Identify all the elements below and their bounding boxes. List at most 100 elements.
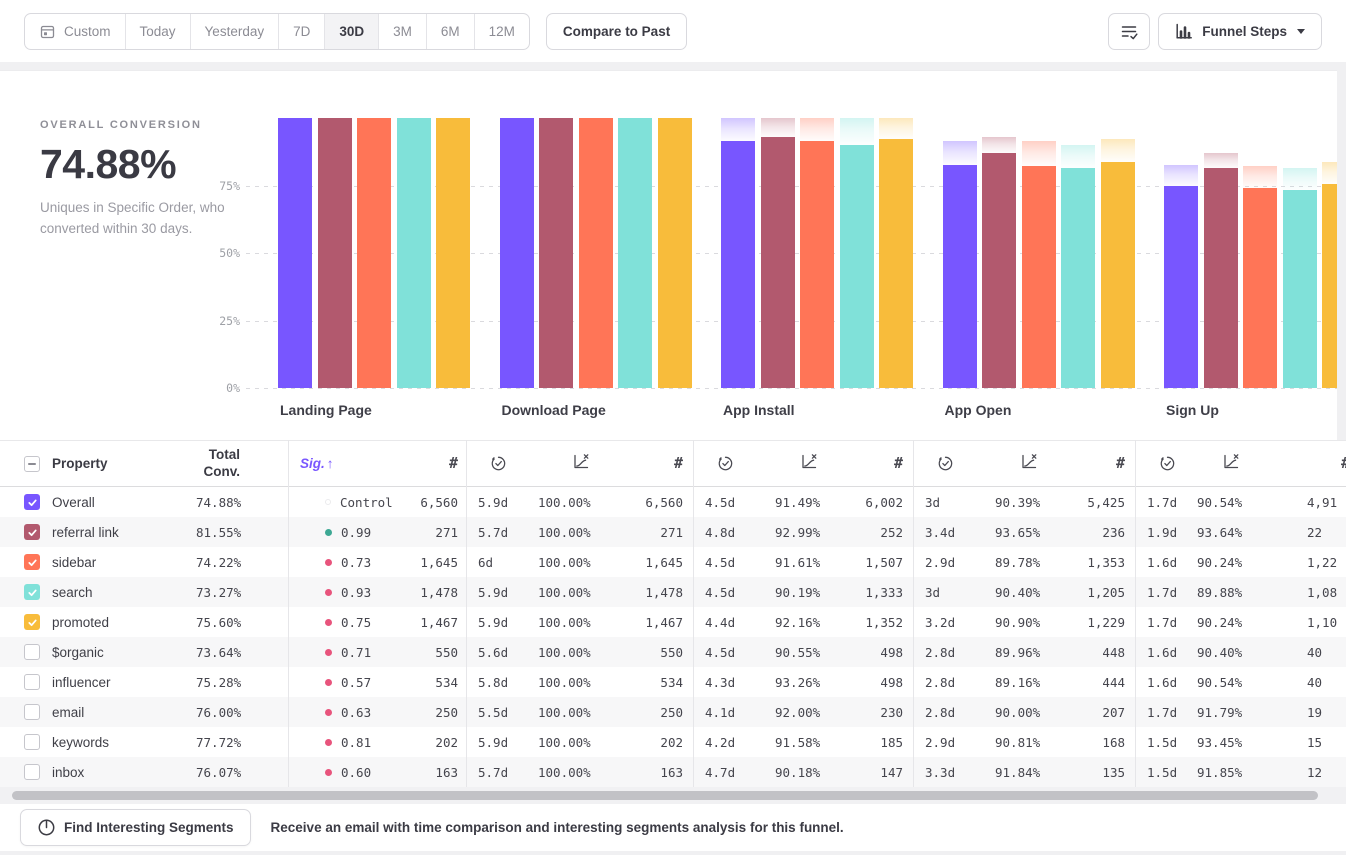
- chart-plot-area: 75% 50% 25% 0%: [0, 71, 1337, 440]
- funnel-bar[interactable]: [721, 118, 755, 388]
- funnel-step-group: [1164, 118, 1337, 388]
- previous-step-ghost-cap: [839, 118, 874, 145]
- step4-time-to-convert: 2.8d: [925, 674, 956, 690]
- funnel-bar[interactable]: [657, 118, 692, 388]
- time-to-convert-column-header: [913, 455, 995, 472]
- funnel-bar[interactable]: [357, 118, 391, 388]
- range-30d[interactable]: 30D: [325, 13, 380, 49]
- total-conversion-value: 73.64%: [196, 644, 242, 660]
- funnel-bar-fill: [539, 118, 573, 388]
- property-checkbox[interactable]: [24, 734, 40, 750]
- funnel-bar[interactable]: [618, 118, 652, 388]
- step3-count: 1,352: [865, 614, 903, 630]
- step1-count: 534: [435, 674, 458, 690]
- funnel-bar-fill: [618, 118, 652, 388]
- funnel-bar[interactable]: [436, 118, 470, 388]
- property-checkbox[interactable]: [24, 554, 40, 570]
- range-today[interactable]: Today: [126, 13, 191, 49]
- table-row: influencer 75.28% 0.57 534 5.8d 100.00% 534 4.3…: [0, 667, 1346, 697]
- funnel-bar[interactable]: [1100, 118, 1135, 388]
- property-name: referral link: [52, 524, 119, 540]
- funnel-bar-fill: [357, 118, 391, 388]
- range-label: Yesterday: [204, 23, 265, 39]
- funnel-bar[interactable]: [879, 118, 913, 388]
- property-checkbox[interactable]: [24, 674, 40, 690]
- table-row: promoted 75.60% 0.75 1,467 5.9d 100.00% 1,467 4…: [0, 607, 1346, 637]
- range-yesterday[interactable]: Yesterday: [191, 13, 280, 49]
- range-custom[interactable]: Custom: [25, 13, 126, 49]
- step2-count: 163: [660, 764, 683, 780]
- funnel-bar[interactable]: [1164, 118, 1198, 388]
- chart-gridline: [246, 388, 1337, 389]
- significance-dot: [325, 618, 332, 626]
- step1-count: 6,560: [420, 494, 458, 510]
- funnel-bar[interactable]: [839, 118, 874, 388]
- funnel-bar[interactable]: [499, 118, 534, 388]
- funnel-bar[interactable]: [800, 118, 834, 388]
- property-checkbox[interactable]: [24, 494, 40, 510]
- table-row: email 76.00% 0.63 250 5.5d 100.00% 250 4.1d 92.0…: [0, 697, 1346, 727]
- range-12m[interactable]: 12M: [475, 14, 529, 49]
- significance-value: 0.99: [288, 525, 388, 540]
- funnel-bar[interactable]: [942, 118, 977, 388]
- step5-count: 22: [1307, 524, 1323, 540]
- property-checkbox[interactable]: [24, 764, 40, 780]
- funnel-bar[interactable]: [1243, 118, 1277, 388]
- funnel-bar[interactable]: [396, 118, 431, 388]
- range-3m[interactable]: 3M: [379, 13, 427, 49]
- compare-to-past-button[interactable]: Compare to Past: [545, 12, 688, 50]
- total-conversion-column-header: Total Conv.: [203, 447, 241, 479]
- conversion-chart-icon: [800, 453, 818, 470]
- previous-step-ghost-cap: [800, 118, 834, 141]
- funnel-bar[interactable]: [1282, 118, 1317, 388]
- funnel-bar[interactable]: [278, 118, 312, 388]
- range-6m[interactable]: 6M: [427, 13, 475, 49]
- toolbar: Custom Today Yesterday 7D 30D 3M 6M 12M Compare…: [0, 0, 1346, 62]
- step2-count: 534: [660, 674, 683, 690]
- step5-time-to-convert: 1.6d: [1147, 554, 1178, 570]
- step5-conversion-rate: 90.54%: [1197, 674, 1243, 690]
- property-checkbox[interactable]: [24, 644, 40, 660]
- previous-step-ghost-cap: [1282, 167, 1317, 191]
- previous-step-ghost-cap: [1164, 164, 1198, 186]
- find-interesting-segments-button[interactable]: Find Interesting Segments: [20, 809, 251, 846]
- step2-conversion-rate: 100.00%: [538, 614, 591, 630]
- funnel-bar[interactable]: [1021, 118, 1056, 388]
- calendar-icon: [39, 23, 56, 40]
- conversion-chart-icon: [572, 453, 590, 470]
- property-checkbox[interactable]: [24, 704, 40, 720]
- range-7d[interactable]: 7D: [279, 13, 326, 49]
- horizontal-scrollbar-thumb[interactable]: [12, 791, 1318, 800]
- total-conversion-value: 81.55%: [196, 524, 242, 540]
- find-interesting-segments-label: Find Interesting Segments: [64, 820, 234, 835]
- funnel-bar[interactable]: [982, 118, 1016, 388]
- step5-conversion-rate: 90.40%: [1197, 644, 1243, 660]
- list-check-button[interactable]: [1108, 12, 1151, 50]
- funnel-bar[interactable]: [539, 118, 573, 388]
- step4-count: 207: [1102, 704, 1125, 720]
- property-checkbox[interactable]: [24, 584, 40, 600]
- step3-conversion-rate: 90.55%: [775, 644, 821, 660]
- property-checkbox[interactable]: [24, 614, 40, 630]
- funnel-bar[interactable]: [317, 118, 352, 388]
- time-to-convert-icon: [937, 455, 995, 472]
- funnel-bar-fill: [1243, 187, 1277, 388]
- y-axis-tick-label: 75%: [219, 178, 240, 193]
- funnel-bar-fill: [721, 140, 755, 388]
- funnel-steps-dropdown[interactable]: Funnel Steps: [1158, 12, 1322, 50]
- step2-conversion-rate: 100.00%: [538, 524, 591, 540]
- select-all-checkbox[interactable]: [24, 455, 40, 472]
- funnel-bar[interactable]: [578, 118, 613, 388]
- step4-time-to-convert: 3.3d: [925, 764, 956, 780]
- conversion-chart-icon: [1222, 453, 1240, 470]
- funnel-bar[interactable]: [1061, 118, 1095, 388]
- significance-sort-header[interactable]: Sig. ↑: [300, 456, 334, 471]
- step5-conversion-rate: 91.79%: [1197, 704, 1243, 720]
- step2-conversion-rate: 100.00%: [538, 584, 591, 600]
- property-checkbox[interactable]: [24, 524, 40, 540]
- funnel-bar[interactable]: [760, 118, 795, 388]
- significance-value: Control: [288, 495, 393, 510]
- step5-count: 1,22: [1307, 554, 1338, 570]
- funnel-bar[interactable]: [1203, 118, 1238, 388]
- funnel-bar[interactable]: [1322, 118, 1337, 388]
